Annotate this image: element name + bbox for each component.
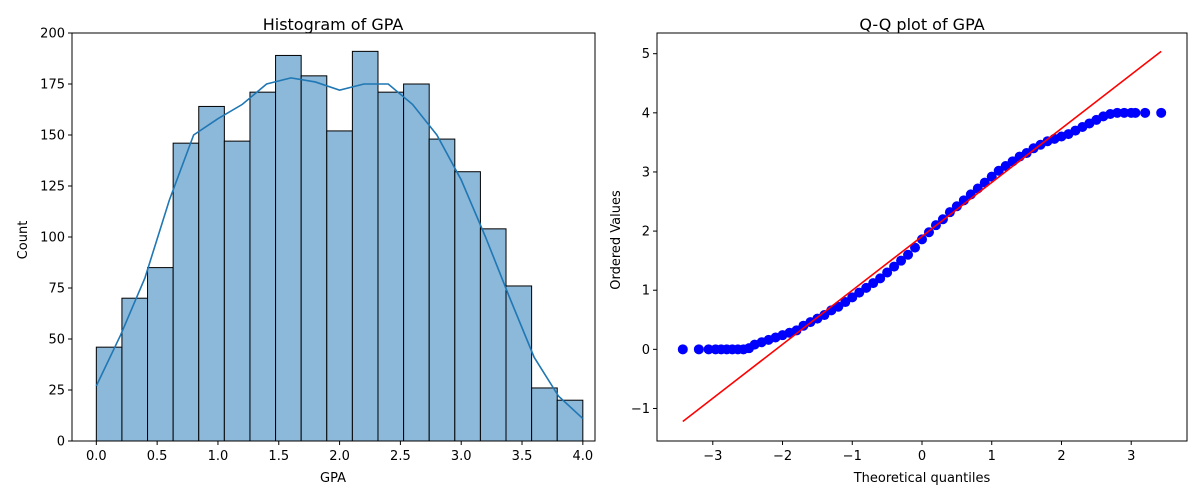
x-tick-label: 0.0 [86, 449, 107, 464]
x-tick-label: 2.0 [329, 449, 350, 464]
qq-point [903, 249, 914, 260]
histogram-bars [95, 50, 584, 442]
histogram-bar [121, 297, 149, 442]
y-tick-label: 1 [642, 284, 650, 299]
histogram-bar [147, 267, 174, 442]
x-tick-label: 0.5 [147, 449, 168, 464]
histogram-panel: Histogram of GPA 0.0 0.5 1.0 1.5 2.0 2.5 3.0 3.… [16, 15, 596, 486]
histogram-y-label: Count [16, 221, 31, 260]
x-tick-label: 1.5 [268, 449, 289, 464]
y-tick-label: 5 [642, 47, 650, 62]
histogram-bar [531, 387, 558, 442]
histogram-bar [95, 346, 123, 442]
x-tick-label: 2.5 [390, 449, 411, 464]
histogram-bar [172, 142, 200, 442]
qq-point [677, 344, 688, 355]
x-tick-label: −2 [773, 449, 792, 464]
y-tick-label: 0 [57, 435, 65, 450]
qq-point [896, 255, 907, 266]
x-tick-label: −3 [703, 449, 722, 464]
histogram-y-ticks: 0 25 50 75 100 125 150 175 200 [40, 27, 72, 450]
y-tick-label: 50 [48, 333, 65, 348]
histogram-bar [377, 91, 405, 442]
histogram-bar [428, 138, 456, 442]
x-tick-label: 1.0 [208, 449, 229, 464]
qq-point [951, 201, 962, 212]
qq-point [1119, 107, 1130, 118]
qq-point [1156, 107, 1167, 118]
qq-fit-line [682, 50, 1162, 423]
y-tick-label: 4 [642, 106, 650, 121]
qq-point [1112, 107, 1123, 118]
qq-y-ticks: −1 0 1 2 3 4 5 [631, 47, 657, 417]
histogram-bar [351, 50, 379, 442]
qq-y-label: Ordered Values [609, 190, 624, 290]
histogram-x-ticks: 0.0 0.5 1.0 1.5 2.0 2.5 3.0 3.5 4.0 [86, 441, 593, 464]
qq-points [677, 107, 1167, 355]
qq-point [703, 344, 714, 355]
histogram-bar [326, 130, 353, 442]
histogram-bar [403, 83, 430, 442]
histogram-bar [223, 140, 251, 442]
qq-x-label: Theoretical quantiles [853, 471, 991, 486]
y-tick-label: 125 [40, 180, 65, 195]
qq-title: Q-Q plot of GPA [859, 15, 984, 34]
x-tick-label: −1 [843, 449, 862, 464]
qq-point [882, 267, 893, 278]
qq-point [693, 344, 704, 355]
qq-point [944, 207, 955, 218]
y-tick-label: 2 [642, 225, 650, 240]
x-tick-label: 1 [988, 449, 996, 464]
qq-point [917, 234, 927, 245]
x-tick-label: 3.5 [512, 449, 533, 464]
histogram-axes-frame [71, 32, 596, 442]
y-tick-label: 100 [40, 231, 65, 246]
histogram-x-label: GPA [320, 471, 346, 486]
qq-panel: Q-Q plot of GPA −3 −2 −1 0 1 2 3 −1 0 1 2 3 4 5 Theo… [609, 15, 1188, 486]
qq-x-ticks: −3 −2 −1 0 1 2 3 [703, 441, 1135, 464]
x-tick-label: 2 [1057, 449, 1065, 464]
y-tick-label: 175 [40, 78, 65, 93]
qq-point [1130, 107, 1141, 118]
y-tick-label: 150 [40, 129, 65, 144]
x-tick-label: 4.0 [572, 449, 593, 464]
x-tick-label: 0 [918, 449, 926, 464]
histogram-bar [198, 105, 225, 442]
x-tick-label: 3.0 [451, 449, 472, 464]
histogram-bar [300, 75, 328, 442]
histogram-bar [454, 171, 481, 442]
qq-point [889, 261, 900, 272]
qq-axes-frame [656, 32, 1188, 442]
qq-point [875, 273, 886, 284]
y-tick-label: 75 [48, 282, 65, 297]
x-tick-label: 3 [1127, 449, 1135, 464]
histogram-bar [479, 228, 507, 442]
y-tick-label: 25 [48, 384, 65, 399]
kde-curve [95, 77, 584, 420]
histogram-bar [249, 91, 277, 442]
histogram-bar [275, 54, 302, 442]
y-tick-label: −1 [631, 402, 650, 417]
y-tick-label: 200 [40, 27, 65, 42]
y-tick-label: 0 [642, 343, 650, 358]
histogram-bar [505, 285, 533, 442]
histogram-title: Histogram of GPA [263, 15, 404, 34]
qq-point [986, 171, 997, 182]
y-tick-label: 3 [642, 165, 650, 180]
qq-point [910, 242, 921, 253]
qq-point [1140, 107, 1151, 118]
